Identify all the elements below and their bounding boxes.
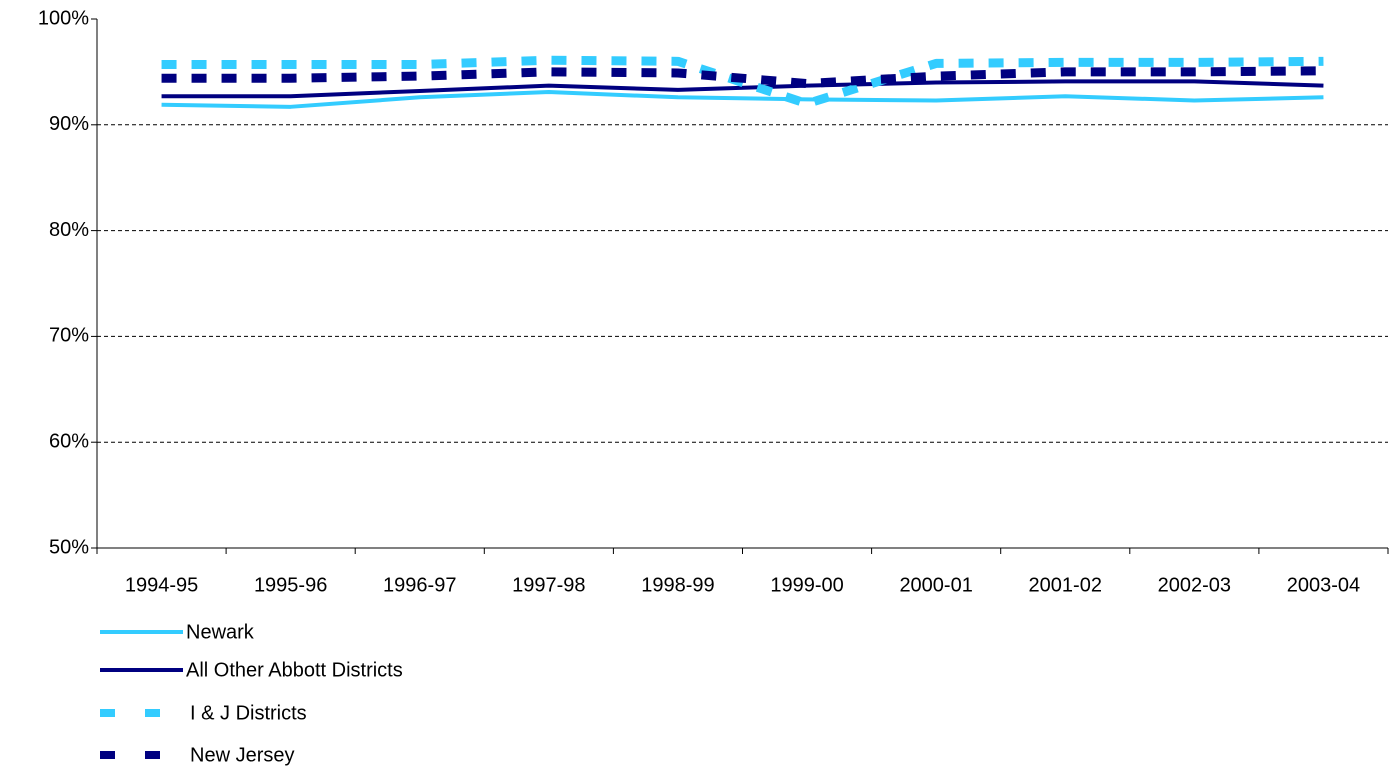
y-tick-label: 100% (38, 7, 89, 29)
y-tick-label: 80% (49, 219, 89, 241)
x-tick-label: 2000-01 (899, 574, 972, 596)
x-tick-label: 1998-99 (641, 574, 714, 596)
legend-label: Newark (186, 621, 255, 643)
x-tick-label: 1999-00 (770, 574, 843, 596)
x-tick-label: 1996-97 (383, 574, 456, 596)
series-line (161, 66, 1324, 89)
y-tick-label: 70% (49, 325, 89, 347)
y-tick-label: 60% (49, 430, 89, 452)
series-line (161, 79, 1324, 99)
x-tick-label: 2002-03 (1158, 574, 1231, 596)
x-tick-label: 1997-98 (512, 574, 585, 596)
x-tick-label: 1995-96 (254, 574, 327, 596)
legend-label: I & J Districts (190, 702, 307, 724)
y-tick-label: 90% (49, 113, 89, 135)
x-tick-label: 2001-02 (1029, 574, 1102, 596)
x-tick-label: 2003-04 (1287, 574, 1360, 596)
series-line (161, 90, 1324, 109)
legend-label: All Other Abbott Districts (186, 659, 403, 681)
y-tick-label: 50% (49, 536, 89, 558)
x-tick-label: 1994-95 (125, 574, 198, 596)
legend-label: New Jersey (190, 744, 294, 766)
